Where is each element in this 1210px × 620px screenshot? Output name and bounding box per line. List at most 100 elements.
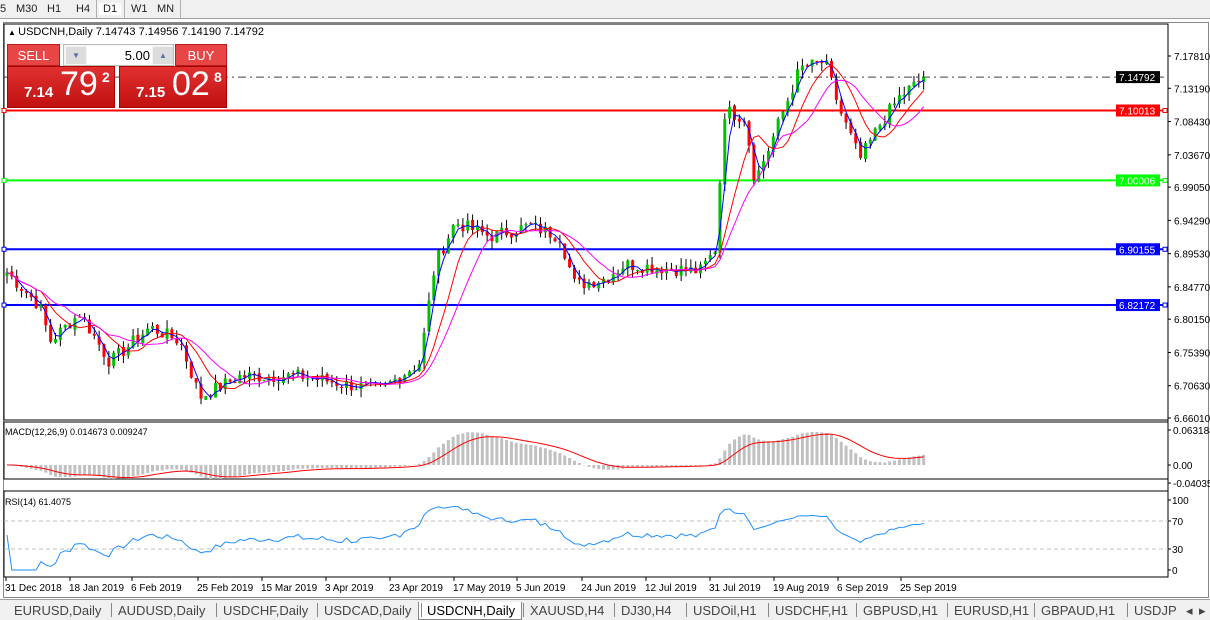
rsi-axis-label: 30 — [1172, 545, 1184, 556]
macd-histogram-bar — [553, 451, 557, 465]
macd-histogram-bar — [325, 465, 329, 469]
macd-histogram-bar — [859, 457, 863, 465]
tab-usdcad-daily[interactable]: USDCAD,Daily — [324, 603, 412, 618]
tab-dj30-h4[interactable]: DJ30,H4 — [621, 603, 672, 618]
candle-body — [854, 133, 858, 144]
candle-body — [597, 282, 601, 289]
level-handle[interactable] — [1, 302, 7, 308]
candle-body — [461, 224, 465, 232]
candle-body — [568, 258, 572, 268]
macd-histogram-bar — [73, 465, 77, 477]
candle-body — [422, 332, 426, 364]
tab-usdcnh-daily[interactable]: USDCNH,Daily — [418, 602, 523, 620]
price-axis-label: 7.13190 — [1174, 84, 1210, 95]
candle-body — [655, 268, 659, 274]
macd-histogram-bar — [699, 465, 703, 466]
tab-xauusd-h4[interactable]: XAUUSD,H4 — [530, 603, 605, 618]
candle-body — [529, 223, 533, 225]
level-handle[interactable] — [1, 107, 7, 113]
moving-average-line — [6, 60, 924, 399]
date-axis-label: 6 Sep 2019 — [837, 583, 889, 594]
candle-body — [335, 382, 339, 386]
tab-eurusd-daily[interactable]: EURUSD,Daily — [14, 603, 102, 618]
macd-histogram-bar — [873, 461, 877, 465]
lot-size-input[interactable] — [87, 46, 152, 65]
candle-body — [184, 345, 188, 362]
macd-histogram-bar — [238, 465, 242, 476]
macd-histogram-bar — [587, 465, 591, 467]
tab-usdchf-daily[interactable]: USDCHF,Daily — [223, 603, 309, 618]
scroll-right-icon[interactable]: ▸ — [1199, 602, 1206, 620]
macd-histogram-bar — [398, 465, 402, 467]
candle-body — [703, 260, 707, 265]
timeframe-5[interactable]: 5 — [0, 3, 7, 15]
macd-histogram-bar — [505, 439, 509, 465]
level-handle[interactable] — [1162, 302, 1168, 308]
tab-eurusd-h1[interactable]: EURUSD,H1 — [954, 603, 1030, 618]
macd-histogram-bar — [151, 465, 154, 472]
macd-histogram-bar — [602, 465, 606, 470]
decrease-lot-button[interactable]: ▼ — [66, 47, 86, 64]
candle-body — [500, 227, 504, 232]
buy-price[interactable]: 7.15 02 8 — [119, 65, 227, 108]
timeframe-H1[interactable]: H1 — [47, 3, 62, 15]
candle-body — [58, 327, 62, 340]
macd-histogram-bar — [825, 432, 829, 465]
candle-body — [490, 235, 494, 242]
candle-body — [296, 369, 300, 375]
tab-usdoil-h1[interactable]: USDOil,H1 — [693, 603, 757, 618]
level-handle[interactable] — [1162, 177, 1168, 183]
macd-histogram-bar — [684, 465, 688, 467]
candle-body — [553, 238, 557, 242]
macd-histogram-bar — [626, 465, 630, 468]
level-handle[interactable] — [1, 177, 7, 183]
macd-histogram-bar — [902, 458, 906, 465]
candle-body — [257, 373, 261, 382]
timeframe-W1[interactable]: W1 — [131, 3, 148, 15]
current-price-label: 7.14792 — [1119, 73, 1156, 84]
candle-body — [616, 272, 620, 276]
symbol-title-text: USDCNH,Daily 7.14743 7.14956 7.14190 7.1… — [18, 26, 264, 38]
macd-histogram-bar — [674, 465, 678, 467]
level-price-tag — [1116, 243, 1160, 256]
macd-histogram-bar — [461, 433, 465, 465]
macd-histogram-bar — [117, 465, 121, 479]
scroll-left-icon[interactable]: ◂ — [1186, 602, 1193, 620]
buy-button[interactable]: BUY — [175, 44, 227, 66]
tab-usdchf-h1[interactable]: USDCHF,H1 — [775, 603, 848, 618]
candle-body — [97, 336, 101, 345]
one-click-trading-panel: SELL ▼ ▲ BUY 7.14 79 2 7.15 02 8 — [7, 44, 227, 108]
macd-histogram-bar — [854, 453, 858, 465]
timeframe-MN[interactable]: MN — [157, 3, 175, 15]
increase-lot-button[interactable]: ▲ — [153, 47, 173, 64]
timeframe-H4[interactable]: H4 — [76, 3, 91, 15]
tab-gbpaud-h1[interactable]: GBPAUD,H1 — [1041, 603, 1116, 618]
timeframe-D1[interactable]: D1 — [99, 3, 122, 15]
tab-audusd-daily[interactable]: AUDUSD,Daily — [118, 603, 206, 618]
macd-histogram-bar — [54, 465, 57, 477]
candle-body — [209, 395, 213, 398]
date-axis-label: 15 Mar 2019 — [261, 583, 318, 594]
candle-body — [645, 264, 649, 273]
macd-histogram-bar — [383, 465, 387, 468]
candle-body — [340, 387, 344, 389]
sell-price[interactable]: 7.14 79 2 — [7, 65, 115, 108]
tab-gbpusd-h1[interactable]: GBPUSD,H1 — [863, 603, 939, 618]
buy-price-big: 7.15 — [136, 84, 166, 101]
sell-button[interactable]: SELL — [7, 44, 60, 66]
candle-body — [539, 223, 542, 234]
price-chart[interactable]: 7.17810 7.13190 7.08430 7.03670 6.99050 6.942… — [0, 0, 1210, 600]
collapse-icon[interactable]: ▲ — [8, 28, 19, 37]
macd-histogram-bar — [291, 465, 295, 470]
macd-histogram-bar — [636, 465, 639, 468]
level-handle[interactable] — [1162, 107, 1168, 113]
macd-histogram-bar — [849, 449, 853, 465]
macd-histogram-bar — [68, 465, 72, 478]
tab-usdjp[interactable]: USDJP — [1134, 603, 1177, 618]
timeframe-M30[interactable]: M30 — [16, 3, 38, 15]
macd-histogram-bar — [713, 463, 717, 465]
candle-body — [330, 380, 334, 383]
level-handle[interactable] — [1162, 246, 1168, 252]
candle-body — [820, 62, 824, 64]
level-handle[interactable] — [1, 246, 7, 252]
